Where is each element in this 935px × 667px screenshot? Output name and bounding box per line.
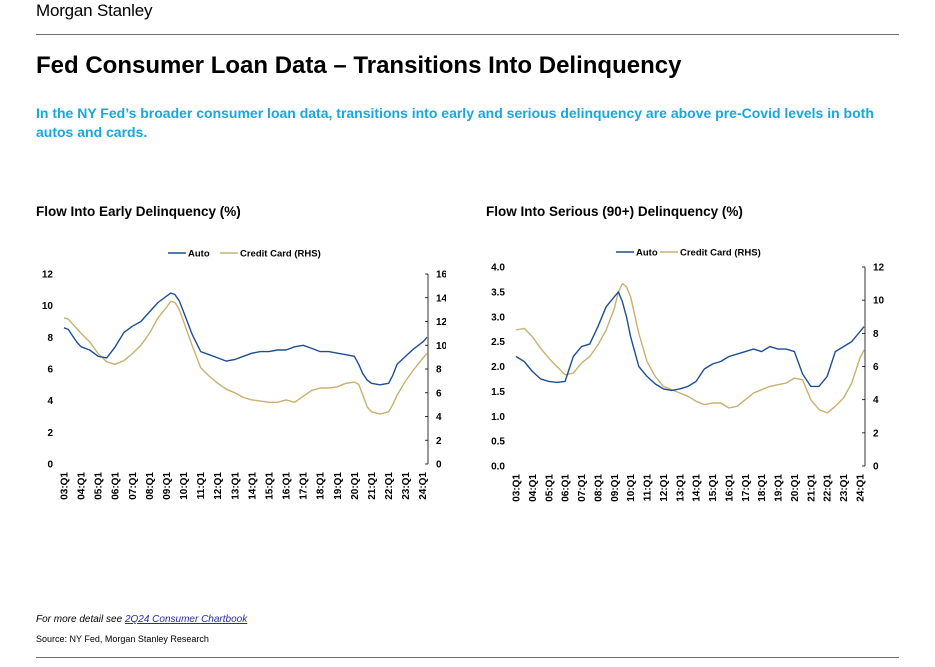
x-tick-label: 22:Q1 <box>384 472 395 500</box>
x-tick-label: 09:Q1 <box>610 474 621 502</box>
legend-label-auto: Auto <box>636 248 658 259</box>
y-tick-label-right: 4 <box>436 412 442 423</box>
y-tick-label-right: 16 <box>436 270 446 281</box>
serious-delinquency-chart: Auto Credit Card (RHS) 0.0 0.5 1.0 1.5 2.0 2.5 3… <box>491 248 885 502</box>
x-tick-label: 19:Q1 <box>333 472 344 500</box>
x-tick-label: 08:Q1 <box>593 474 604 502</box>
x-tick-label: 10:Q1 <box>626 474 637 502</box>
chart-1-title: Flow Into Early Delinquency (%) <box>36 204 241 219</box>
auto-series-line <box>63 292 428 386</box>
page-title: Fed Consumer Loan Data – Transitions Int… <box>36 52 682 79</box>
y-tick-label-left: 0 <box>47 460 53 471</box>
footnote: For more detail see 2Q24 Consumer Chartb… <box>36 614 247 625</box>
chart-2-title: Flow Into Serious (90+) Delinquency (%) <box>486 204 743 219</box>
x-tick-label: 07:Q1 <box>128 472 139 500</box>
x-tick-label: 20:Q1 <box>790 474 801 502</box>
x-tick-label: 17:Q1 <box>299 472 310 500</box>
y-tick-label-left: 4 <box>47 396 53 407</box>
page-subtitle: In the NY Fed’s broader consumer loan da… <box>36 105 874 140</box>
x-tick-label: 11:Q1 <box>643 474 654 502</box>
x-tick-label: 18:Q1 <box>316 472 327 500</box>
x-tick-label: 23:Q1 <box>401 472 412 500</box>
x-tick-label: 13:Q1 <box>230 472 241 500</box>
legend-label-credit-card: Credit Card (RHS) <box>240 249 321 260</box>
y-tick-label-left: 4.0 <box>491 263 505 274</box>
footer-divider <box>36 657 899 658</box>
legend-label-auto: Auto <box>188 249 210 260</box>
x-tick-label: 03:Q1 <box>60 472 71 500</box>
y-tick-label-left: 8 <box>47 333 53 344</box>
x-tick-label: 20:Q1 <box>350 472 361 500</box>
x-tick-label: 09:Q1 <box>162 472 173 500</box>
x-tick-label: 04:Q1 <box>528 474 539 502</box>
x-tick-label: 24:Q1 <box>855 474 866 502</box>
y-tick-label-right: 6 <box>436 388 442 399</box>
source-note: Source: NY Fed, Morgan Stanley Research <box>36 634 209 644</box>
legend-label-credit-card: Credit Card (RHS) <box>680 248 761 259</box>
y-tick-label-right: 6 <box>873 362 879 373</box>
x-tick-label: 14:Q1 <box>247 472 258 500</box>
morgan-stanley-logo: Morgan Stanley <box>36 1 153 20</box>
x-tick-label: 19:Q1 <box>774 474 785 502</box>
x-tick-label: 16:Q1 <box>724 474 735 502</box>
y-tick-label-left: 3.5 <box>491 287 505 298</box>
y-tick-label-right: 2 <box>436 436 442 447</box>
early-delinquency-chart: Auto Credit Card (RHS) 0 2 4 6 8 10 12 0 2 4 6 8 10 12 1… <box>42 249 446 500</box>
x-tick-label: 18:Q1 <box>757 474 768 502</box>
x-tick-label: 17:Q1 <box>741 474 752 502</box>
y-tick-label-right: 8 <box>436 365 442 376</box>
x-tick-label: 05:Q1 <box>94 472 105 500</box>
x-tick-label: 16:Q1 <box>282 472 293 500</box>
x-tick-label: 13:Q1 <box>675 474 686 502</box>
credit-card-series-line <box>63 300 428 415</box>
y-tick-label-left: 0.5 <box>491 437 505 448</box>
y-tick-label-right: 14 <box>436 293 446 304</box>
x-tick-label: 10:Q1 <box>179 472 190 500</box>
y-tick-label-left: 2.5 <box>491 337 505 348</box>
footnote-prefix: For more detail see <box>36 614 125 625</box>
x-tick-label: 03:Q1 <box>512 474 523 502</box>
y-tick-label-right: 8 <box>873 329 879 340</box>
y-tick-label-left: 10 <box>42 301 54 312</box>
y-tick-label-left: 2 <box>47 428 53 439</box>
x-tick-label: 06:Q1 <box>561 474 572 502</box>
x-tick-label: 23:Q1 <box>839 474 850 502</box>
x-tick-label: 11:Q1 <box>196 472 207 500</box>
y-tick-label-right: 2 <box>873 428 879 439</box>
x-tick-label: 12:Q1 <box>213 472 224 500</box>
y-tick-label-right: 0 <box>873 462 879 473</box>
x-tick-label: 05:Q1 <box>544 474 555 502</box>
y-tick-label-right: 12 <box>873 263 885 274</box>
y-tick-label-left: 3.0 <box>491 312 505 323</box>
header-divider <box>36 34 899 35</box>
x-tick-label: 12:Q1 <box>659 474 670 502</box>
y-tick-label-right: 4 <box>873 395 879 406</box>
x-tick-label: 08:Q1 <box>145 472 156 500</box>
x-tick-label: 21:Q1 <box>367 472 378 500</box>
y-tick-label-left: 0.0 <box>491 462 505 473</box>
x-tick-label: 04:Q1 <box>77 472 88 500</box>
x-tick-label: 24:Q1 <box>418 472 429 500</box>
x-tick-label: 15:Q1 <box>264 472 275 500</box>
y-tick-label-left: 6 <box>47 365 53 376</box>
y-tick-label-left: 2.0 <box>491 362 505 373</box>
y-tick-label-right: 10 <box>873 296 885 307</box>
consumer-chartbook-link[interactable]: 2Q24 Consumer Chartbook <box>124 614 248 625</box>
y-tick-label-left: 1.0 <box>491 412 505 423</box>
x-tick-label: 07:Q1 <box>577 474 588 502</box>
x-tick-label: 06:Q1 <box>111 472 122 500</box>
y-tick-label-right: 0 <box>436 460 442 471</box>
x-tick-label: 15:Q1 <box>708 474 719 502</box>
y-tick-label-right: 10 <box>436 341 446 352</box>
auto-series-line <box>515 291 865 392</box>
x-tick-label: 14:Q1 <box>692 474 703 502</box>
y-tick-label-left: 1.5 <box>491 387 505 398</box>
x-tick-label: 21:Q1 <box>806 474 817 502</box>
y-tick-label-right: 12 <box>436 317 446 328</box>
x-tick-label: 22:Q1 <box>823 474 834 502</box>
y-tick-label-left: 12 <box>42 270 54 281</box>
credit-card-series-line <box>515 282 865 414</box>
